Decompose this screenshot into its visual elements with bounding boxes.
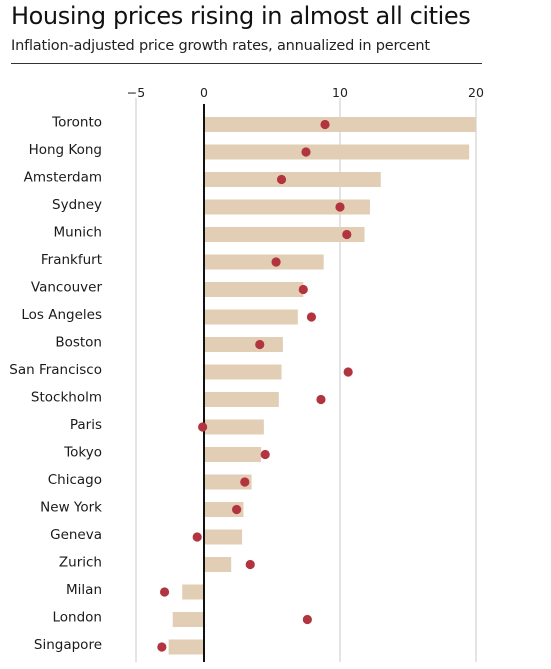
data-point bbox=[255, 339, 265, 350]
category-label: Hong Kong bbox=[29, 142, 102, 158]
data-point bbox=[240, 477, 250, 487]
category-label: Los Angeles bbox=[21, 307, 102, 323]
data-point bbox=[232, 504, 242, 515]
bar bbox=[204, 117, 476, 132]
bar bbox=[168, 639, 204, 655]
bar bbox=[172, 612, 204, 627]
bar bbox=[204, 419, 264, 435]
bar bbox=[182, 584, 204, 600]
chart-title: Housing prices rising in almost all citi… bbox=[11, 2, 471, 30]
category-label: Singapore bbox=[34, 637, 102, 653]
category-label: San Francisco bbox=[9, 362, 102, 378]
bar bbox=[204, 254, 324, 270]
category-label: Toronto bbox=[51, 115, 102, 131]
data-point bbox=[316, 394, 326, 405]
data-point bbox=[302, 614, 312, 625]
bar bbox=[204, 364, 282, 380]
bar bbox=[204, 199, 370, 215]
bar bbox=[204, 447, 262, 462]
bar bbox=[204, 309, 298, 325]
data-point bbox=[342, 229, 352, 240]
bar bbox=[204, 529, 243, 545]
x-tick-label: 0 bbox=[200, 85, 208, 100]
chart-subtitle: Inflation-adjusted price growth rates, a… bbox=[11, 38, 430, 54]
category-label: Zurich bbox=[59, 555, 102, 571]
bar bbox=[204, 337, 283, 352]
data-point bbox=[245, 559, 255, 570]
data-point bbox=[306, 312, 317, 322]
category-label: Milan bbox=[66, 582, 102, 598]
data-point bbox=[276, 174, 287, 185]
data-point bbox=[301, 147, 311, 157]
data-point bbox=[260, 449, 270, 460]
category-label: Vancouver bbox=[31, 280, 103, 296]
bar bbox=[204, 227, 365, 242]
bar bbox=[204, 474, 252, 490]
x-tick-label: 20 bbox=[468, 85, 484, 100]
data-point bbox=[198, 422, 208, 432]
category-label: Frankfurt bbox=[41, 252, 102, 268]
data-point bbox=[343, 367, 353, 377]
bar bbox=[204, 282, 304, 297]
category-label: Tokyo bbox=[63, 445, 102, 461]
category-label: London bbox=[53, 610, 103, 626]
bar bbox=[204, 172, 381, 187]
title-rule bbox=[11, 63, 482, 64]
category-label: Geneva bbox=[50, 527, 102, 543]
category-label: Munich bbox=[54, 225, 103, 241]
category-label: Chicago bbox=[48, 472, 102, 488]
category-label: Paris bbox=[70, 417, 102, 433]
data-point bbox=[335, 202, 345, 212]
data-point bbox=[192, 532, 202, 542]
data-point bbox=[298, 284, 308, 295]
category-label: Amsterdam bbox=[24, 170, 102, 186]
data-point bbox=[320, 119, 330, 130]
category-label: Stockholm bbox=[31, 390, 102, 406]
bar bbox=[204, 557, 232, 572]
x-tick-label: 10 bbox=[332, 85, 348, 100]
bar bbox=[204, 144, 470, 160]
category-label: Boston bbox=[55, 335, 102, 351]
category-label: Sydney bbox=[52, 197, 102, 213]
bar bbox=[204, 502, 244, 517]
data-point bbox=[271, 257, 281, 267]
x-tick-label: −5 bbox=[127, 85, 145, 100]
bar bbox=[204, 392, 279, 407]
data-point bbox=[157, 642, 167, 652]
data-point bbox=[159, 587, 170, 597]
category-label: New York bbox=[40, 500, 102, 516]
